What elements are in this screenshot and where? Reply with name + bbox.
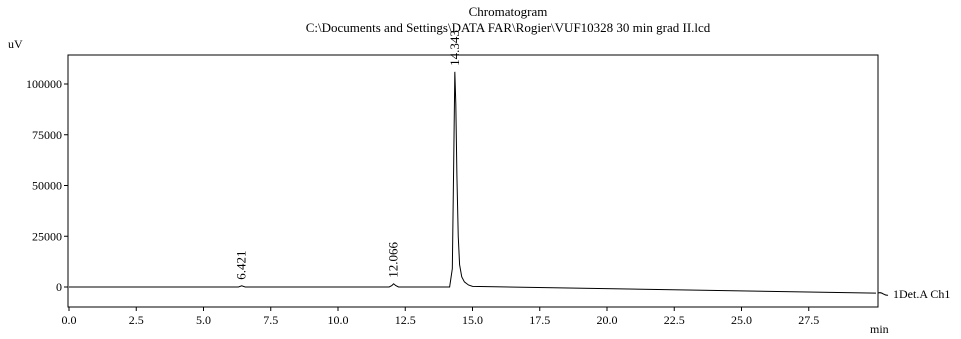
x-tick-label: 25.0 (731, 313, 752, 327)
plot-frame (67, 54, 879, 308)
x-tick-label: 7.5 (263, 313, 278, 327)
x-tick-label: 17.5 (529, 313, 550, 327)
x-tick-label: 27.5 (798, 313, 819, 327)
chart-title: Chromatogram (469, 4, 548, 19)
x-tick-label: 5.0 (196, 313, 211, 327)
peak-labels: 6.421 12.066 14.343 (234, 30, 462, 280)
y-axis-label: uV (8, 37, 23, 51)
x-tick-label: 12.5 (395, 313, 416, 327)
x-tick-label: 0.0 (62, 313, 77, 327)
x-tick-label: 10.0 (328, 313, 349, 327)
series-line (69, 71, 877, 294)
y-tick-label: 75000 (32, 128, 62, 142)
peak-label: 6.421 (234, 251, 249, 280)
x-tick-label: 20.0 (597, 313, 618, 327)
x-tick-label: 22.5 (664, 313, 685, 327)
series-name-label: 1Det.A Ch1 (893, 287, 950, 301)
series-layer: 1Det.A Ch1 (69, 71, 950, 301)
peak-label: 14.343 (447, 30, 462, 66)
x-axis-label: min (870, 322, 889, 336)
x-tick-label: 2.5 (129, 313, 144, 327)
y-tick-label: 25000 (32, 229, 62, 243)
chart-subtitle: C:\Documents and Settings\DATA FAR\Rogie… (306, 20, 711, 35)
y-axis-ticks: 0 25000 50000 75000 100000 (26, 77, 68, 294)
y-tick-label: 0 (56, 280, 62, 294)
y-tick-label: 50000 (32, 179, 62, 193)
y-tick-label: 100000 (26, 77, 62, 91)
peak-label: 12.066 (386, 242, 401, 278)
x-tick-label: 15.0 (462, 313, 483, 327)
series-end-marker (877, 292, 889, 296)
x-axis-ticks: 0.0 2.5 5.0 7.5 10.0 12.5 15.0 17.5 20.0 22.5 25.0… (62, 307, 819, 327)
